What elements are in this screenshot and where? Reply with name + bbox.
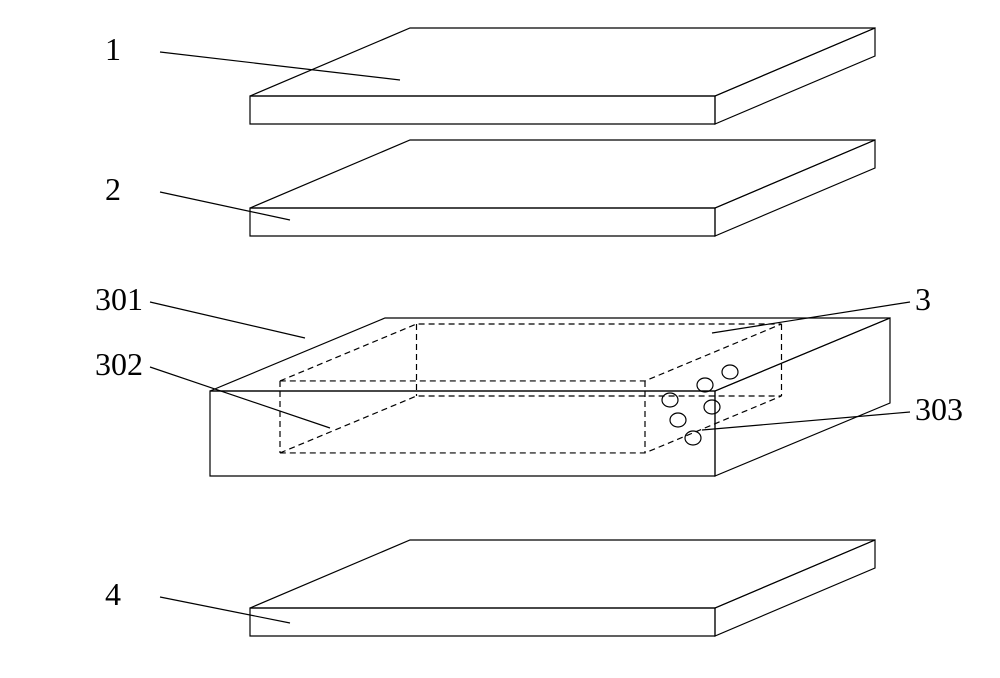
layer-4	[250, 540, 875, 636]
labels: 1 2 301 302 3 303 4	[95, 31, 963, 623]
diagram-canvas: 1 2 301 302 3 303 4	[0, 0, 1000, 678]
cavity-dashed	[280, 324, 782, 453]
layer-3-box	[210, 318, 890, 476]
layer-1	[250, 28, 875, 124]
label-layer2: 2	[105, 171, 121, 207]
label-layer4: 4	[105, 576, 121, 612]
layer-2	[250, 140, 875, 236]
label-cavity: 301	[95, 281, 143, 317]
label-layer1: 1	[105, 31, 121, 67]
label-holes: 303	[915, 391, 963, 427]
label-layer3: 3	[915, 281, 931, 317]
holes-pattern	[662, 365, 738, 445]
label-innerBottom: 302	[95, 346, 143, 382]
